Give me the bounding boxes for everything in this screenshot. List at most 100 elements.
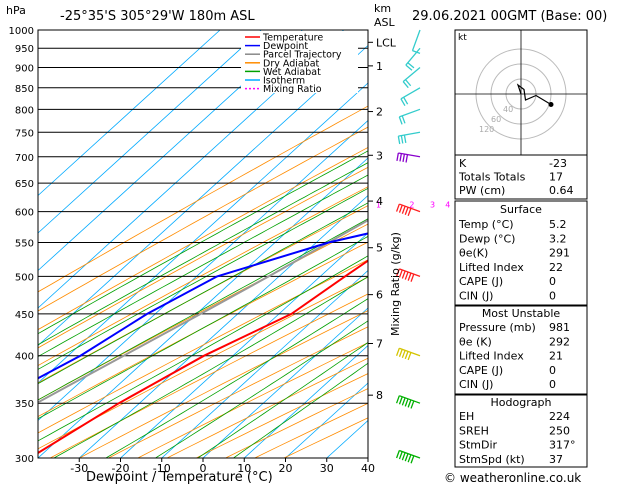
pressure-tick-label: 300 xyxy=(15,454,34,465)
wet-adiabat-line xyxy=(155,320,368,458)
pressure-tick-label: 700 xyxy=(15,153,34,164)
isotherm-line xyxy=(38,30,345,309)
temperature-tick-label: -30 xyxy=(70,462,88,475)
mixing-ratio-label: 2 xyxy=(409,201,414,210)
panel-row-label: θe(K) xyxy=(459,247,488,260)
indices-box xyxy=(454,154,588,200)
location-label: -25°35'S 305°29'W 180m ASL xyxy=(60,9,255,24)
wind-barb xyxy=(400,87,421,107)
legend-entry: Wet Adiabat xyxy=(263,67,321,78)
panel-row-value: 22 xyxy=(549,261,563,274)
panel-row-value: 292 xyxy=(549,335,570,348)
pressure-tick-label: 1000 xyxy=(9,26,34,37)
indices-panel: K -23 Totals Totals 17 PW (cm) 0.64 Surface Tem… xyxy=(454,154,588,468)
most-unstable-box xyxy=(454,305,588,395)
legend-entry: Parcel Trajectory xyxy=(263,50,342,61)
wind-barb xyxy=(395,268,421,282)
isotherm-line xyxy=(38,30,303,272)
panel-row-value: 0 xyxy=(549,378,556,391)
panel-row-value: 0 xyxy=(549,364,556,377)
wind-barb xyxy=(402,66,421,89)
pressure-tick-labels: 300 350 400 450 500 550 600 650 700 750 800 850 900 9… xyxy=(9,26,34,465)
wind-barb xyxy=(398,108,421,125)
temperature-tick-labels: -30 -20 -10 0 10 20 30 40 xyxy=(70,458,375,475)
wet-adiabat-line xyxy=(38,255,368,442)
hodograph-unit-label: kt xyxy=(458,33,467,43)
pressure-tick-label: 750 xyxy=(15,128,34,139)
panel-row-label: Totals Totals xyxy=(458,171,526,184)
dry-adiabat-line xyxy=(38,241,368,418)
isotherm-line xyxy=(243,344,368,458)
dry-adiabat-line xyxy=(38,186,368,367)
wet-adiabat-line xyxy=(38,202,368,385)
km-tick-label: 2 xyxy=(376,106,383,119)
panel-row-label: θe (K) xyxy=(459,335,492,348)
temperature-tick-label: 30 xyxy=(320,462,334,475)
panel-row-value: 0 xyxy=(549,290,556,303)
panel-row-label: StmDir xyxy=(459,439,498,452)
panel-row-label: EH xyxy=(459,410,474,423)
legend-entry: Temperature xyxy=(262,33,323,44)
km-tick-label: 3 xyxy=(376,149,383,162)
wet-adiabat-line xyxy=(38,218,368,401)
panel-row-label: StmSpd (kt) xyxy=(459,453,525,466)
pressure-tick-label: 650 xyxy=(15,179,34,190)
temperature-tick-label: 20 xyxy=(279,462,293,475)
isotherm-line xyxy=(78,194,368,458)
panel-row-value: 981 xyxy=(549,321,570,334)
panel-row-value: 5.2 xyxy=(549,218,567,231)
isotherm-line xyxy=(120,232,368,458)
x-axis-label: Dewpoint / Temperature (°C) xyxy=(86,470,273,485)
wet-adiabat-line xyxy=(53,276,368,458)
panel-row-value: 37 xyxy=(549,453,563,466)
mixing-ratio-label: 1 xyxy=(376,201,381,210)
dry-adiabat-line xyxy=(79,310,368,458)
panel-row-label: SREH xyxy=(459,424,489,437)
dry-adiabat-line xyxy=(38,223,368,401)
panel-row-value: 224 xyxy=(549,410,570,423)
dewpoint-line xyxy=(38,232,368,380)
dry-adiabat-line xyxy=(108,326,368,458)
panel-row-label: Temp (°C) xyxy=(458,218,514,231)
copyright-label: © weatheronline.co.uk xyxy=(444,471,581,485)
panel-row-label: CIN (J) xyxy=(459,378,493,391)
pressure-tick-label: 400 xyxy=(15,352,34,363)
isotherm-line xyxy=(285,382,368,458)
mixing-ratio-axis-label: Mixing Ratio (g/kg) xyxy=(389,232,402,336)
km-tick-label: 4 xyxy=(376,195,383,208)
panel-row-label: CAPE (J) xyxy=(459,275,503,288)
y-unit-label: hPa xyxy=(6,4,26,17)
wind-barb xyxy=(395,449,421,464)
mixing-ratio-label: 3 xyxy=(430,201,435,210)
legend-entry: Isotherm xyxy=(263,76,305,87)
km-tick-label: 5 xyxy=(376,242,383,255)
panel-row-value: 0.64 xyxy=(549,184,574,197)
panel-row-label: Lifted Index xyxy=(459,350,524,363)
km-tick-label: 6 xyxy=(376,289,383,302)
hodograph-trace xyxy=(516,83,552,106)
isotherm-line xyxy=(38,30,221,197)
panel-row-value: 3.2 xyxy=(549,232,567,245)
wind-barb xyxy=(405,47,421,71)
panel-row-label: Dewp (°C) xyxy=(459,232,515,245)
wet-adiabat-line xyxy=(38,187,368,370)
temperature-tick-label: -20 xyxy=(112,462,130,475)
datetime-label: 29.06.2021 00GMT (Base: 00) xyxy=(412,9,607,24)
isotherm-line xyxy=(38,44,368,347)
pressure-tick-label: 900 xyxy=(15,63,34,74)
hodograph-box xyxy=(454,394,588,468)
panel-row-label: PW (cm) xyxy=(459,184,505,197)
wind-barb xyxy=(395,347,421,361)
dry-adiabat-line xyxy=(38,259,368,434)
wind-barb xyxy=(396,152,421,163)
temperature-tick-label: -10 xyxy=(153,462,171,475)
isotherm-line xyxy=(202,307,368,458)
panel-section-title: Surface xyxy=(500,203,542,216)
hodograph-ring-label: 40 xyxy=(503,105,513,114)
wet-adiabat-line xyxy=(105,298,368,458)
isotherm-line xyxy=(38,30,262,234)
pressure-tick-label: 550 xyxy=(15,239,34,250)
